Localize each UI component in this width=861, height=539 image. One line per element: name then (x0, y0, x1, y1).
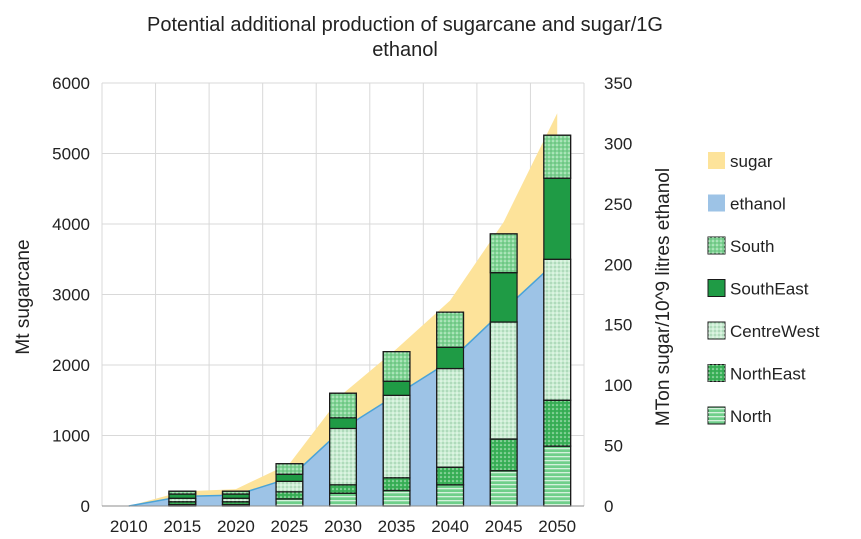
y-tick-label: 6000 (52, 74, 90, 93)
y2-tick-label: 0 (604, 497, 613, 516)
bar-texture-CentreWest-2025 (275, 480, 304, 493)
bar-texture-North-2035 (382, 489, 411, 507)
bar-SouthEast-2015 (168, 493, 197, 499)
legend-label-South: South (730, 237, 774, 256)
x-tick-label: 2040 (431, 517, 469, 536)
bar-texture-North-2025 (275, 498, 304, 507)
y2-tick-label: 50 (604, 437, 623, 456)
bar-texture-South-2035 (382, 351, 411, 382)
x-tick-label: 2045 (485, 517, 523, 536)
bar-texture-South-2015 (168, 490, 197, 495)
y2-tick-label: 200 (604, 255, 632, 274)
bar-texture-NorthEast-2050 (543, 399, 572, 447)
y2-tick-label: 100 (604, 376, 632, 395)
bar-texture-North-2045 (489, 470, 518, 507)
stacked-bars (168, 134, 572, 507)
bar-texture-NorthEast-2035 (382, 477, 411, 492)
legend-label-SouthEast: SouthEast (730, 280, 809, 299)
bar-SouthEast-2030 (329, 417, 357, 430)
y-tick-label: 0 (81, 497, 90, 516)
bar-texture-South-2020 (221, 490, 250, 495)
x-ticks: 2010 2015 2020 2025 2030 2035 2040 2045 2050 (110, 517, 576, 536)
legend-swatch-ethanol (708, 194, 725, 212)
legend-label-ethanol: ethanol (730, 195, 786, 214)
bar-SouthEast-2045 (489, 272, 518, 323)
bar-SouthEast-2025 (275, 473, 304, 482)
x-tick-label: 2025 (271, 517, 309, 536)
bar-SouthEast-2050 (543, 177, 572, 260)
bar-texture-CentreWest-2050 (543, 258, 572, 401)
legend-label-CentreWest: CentreWest (730, 322, 820, 341)
y2-tick-label: 150 (604, 316, 632, 335)
bar-texture-NorthEast-2045 (489, 438, 518, 472)
legend-label-sugar: sugar (730, 152, 773, 171)
y2-axis-title: MTon sugar/10^9 litres ethanol (653, 168, 674, 426)
y2-tick-label: 250 (604, 195, 632, 214)
bar-texture-CentreWest-2040 (436, 367, 465, 468)
bar-texture-CentreWest-2045 (489, 321, 518, 440)
x-tick-label: 2020 (217, 517, 255, 536)
y2-tick-label: 300 (604, 134, 632, 153)
legend-label-NorthEast: NorthEast (730, 365, 806, 384)
legend-swatch-SouthEast (707, 279, 726, 297)
bar-texture-North-2040 (436, 484, 465, 507)
y-tick-label: 4000 (52, 215, 90, 234)
x-tick-label: 2035 (378, 517, 416, 536)
bar-texture-NorthEast-2030 (329, 484, 357, 494)
legend: sugar ethanol South SouthEast CentreWest Nort… (707, 152, 820, 426)
y-tick-label: 2000 (52, 356, 90, 375)
legend-swatch-texture-CentreWest (708, 322, 725, 339)
bar-texture-North-2050 (543, 445, 572, 507)
bar-texture-South-2050 (543, 134, 572, 179)
x-tick-label: 2010 (110, 517, 148, 536)
bar-texture-South-2030 (329, 392, 357, 419)
bar-texture-South-2025 (275, 463, 304, 475)
x-tick-label: 2015 (163, 517, 201, 536)
bar-SouthEast-2020 (221, 493, 250, 499)
x-tick-label: 2030 (324, 517, 362, 536)
y-axis-title: Mt sugarcane (13, 239, 34, 354)
y2-tick-label: 350 (604, 74, 632, 93)
bar-texture-CentreWest-2030 (329, 427, 357, 486)
left-y-ticks: 0 1000 2000 3000 4000 5000 6000 (52, 74, 90, 516)
bar-texture-NorthEast-2040 (436, 466, 465, 486)
right-y-ticks: 0 50 100 150 200 250 300 350 (604, 74, 632, 516)
legend-swatch-texture-NorthEast (708, 364, 725, 382)
bar-texture-South-2045 (489, 233, 518, 274)
bar-texture-CentreWest-2035 (382, 394, 411, 479)
legend-label-North: North (730, 407, 772, 426)
legend-swatch-texture-South (708, 237, 725, 254)
bar-texture-South-2040 (436, 311, 465, 348)
legend-swatch-sugar (708, 152, 725, 169)
x-tick-label: 2050 (538, 517, 576, 536)
bar-SouthEast-2035 (382, 380, 411, 396)
y-tick-label: 5000 (52, 145, 90, 164)
bar-texture-North-2030 (329, 492, 357, 507)
y-tick-label: 1000 (52, 427, 90, 446)
chart-title-line-2: ethanol (372, 39, 438, 61)
bar-SouthEast-2040 (436, 346, 465, 370)
bar-texture-NorthEast-2025 (275, 491, 304, 500)
y-tick-label: 3000 (52, 286, 90, 305)
chart-title-line-1: Potential additional production of sugar… (147, 14, 663, 36)
legend-swatch-texture-North (708, 407, 725, 424)
